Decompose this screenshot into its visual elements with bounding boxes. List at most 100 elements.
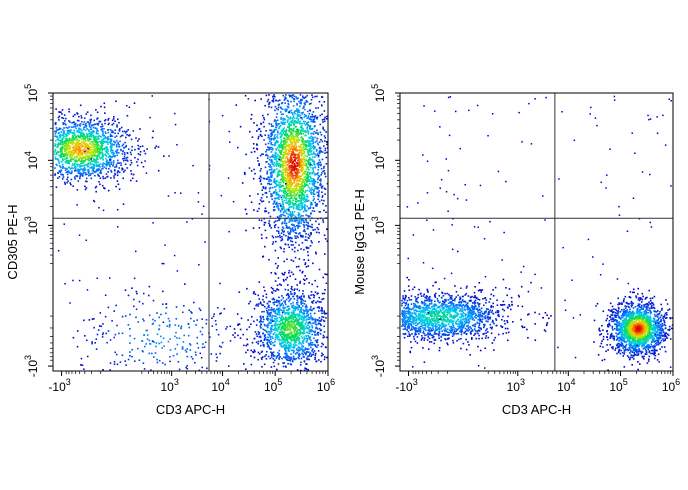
event-dot [265, 150, 267, 153]
event-dot [275, 159, 277, 161]
event-dot [74, 162, 76, 165]
event-dot [302, 95, 304, 98]
event-dot [278, 146, 281, 149]
event-dot [303, 283, 306, 285]
event-dot [81, 165, 83, 167]
event-dot [85, 150, 88, 153]
event-dot [318, 146, 321, 149]
event-dot [314, 156, 316, 158]
event-dot [298, 177, 301, 180]
event-dot [244, 173, 246, 175]
event-dot [292, 260, 295, 262]
event-dot [292, 176, 294, 179]
event-dot [299, 158, 302, 161]
event-dot [301, 219, 304, 222]
event-dot [298, 109, 300, 112]
event-dot [313, 121, 316, 123]
event-dot [312, 133, 315, 135]
event-dot [298, 129, 300, 131]
event-dot [281, 330, 283, 332]
event-dot [296, 128, 298, 131]
event-dot [283, 141, 285, 144]
event-dot [100, 156, 102, 159]
event-dot [87, 155, 89, 157]
event-dot [78, 159, 80, 161]
event-dot [294, 184, 297, 187]
event-dot [97, 168, 99, 171]
event-dot [297, 307, 300, 309]
event-dot [60, 111, 62, 113]
event-dot [324, 238, 327, 240]
event-dot [75, 159, 77, 161]
event-dot [297, 249, 299, 252]
event-dot [54, 148, 57, 151]
event-dot [84, 155, 87, 157]
event-dot [64, 147, 67, 150]
event-dot [122, 130, 124, 133]
event-dot [253, 356, 256, 359]
event-dot [292, 137, 295, 140]
event-dot [104, 177, 107, 179]
event-dot [268, 187, 271, 190]
event-dot [92, 150, 95, 152]
event-dot [315, 352, 317, 355]
event-dot [294, 155, 296, 157]
event-dot [320, 96, 323, 98]
event-dot [298, 289, 301, 292]
event-dot [67, 161, 69, 163]
event-dot [293, 185, 296, 188]
event-dot [301, 184, 303, 186]
event-dot [286, 184, 289, 186]
event-dot [287, 126, 289, 128]
event-dot [66, 178, 68, 181]
event-dot [83, 161, 85, 163]
event-dot [289, 124, 292, 126]
event-dot [321, 113, 323, 116]
event-dot [122, 203, 125, 205]
event-dot [292, 350, 295, 352]
event-dot [297, 214, 300, 216]
event-dot [294, 117, 296, 120]
event-dot [256, 303, 258, 306]
event-dot [314, 146, 316, 148]
event-dot [110, 147, 112, 150]
event-dot [298, 171, 301, 174]
event-dot [322, 121, 324, 123]
event-dot [286, 342, 288, 344]
event-dot [308, 182, 311, 185]
event-dot [314, 279, 316, 282]
event-dot [273, 158, 276, 161]
event-dot [284, 303, 287, 306]
event-dot [318, 152, 321, 155]
event-dot [305, 165, 307, 167]
event-dot [304, 230, 306, 233]
event-dot [125, 157, 127, 159]
event-dot [276, 220, 279, 222]
event-dot [296, 130, 298, 133]
event-dot [75, 135, 77, 138]
event-dot [308, 332, 311, 335]
event-dot [273, 200, 276, 202]
event-dot [274, 290, 277, 292]
event-dot [258, 207, 260, 210]
event-dot [85, 149, 88, 151]
event-dot [306, 180, 308, 183]
event-dot [61, 165, 64, 167]
event-dot [299, 132, 302, 134]
event-dot [302, 111, 305, 114]
event-dot [319, 131, 322, 134]
event-dot [315, 150, 318, 152]
event-dot [301, 174, 304, 176]
event-dot [87, 149, 90, 152]
event-dot [296, 108, 298, 110]
event-dot [107, 175, 109, 178]
event-dot [312, 111, 315, 113]
event-dot [66, 153, 68, 155]
event-dot [114, 150, 117, 153]
event-dot [295, 120, 298, 123]
event-dot [298, 189, 300, 191]
event-dot [311, 139, 314, 141]
event-dot [293, 190, 295, 193]
event-dot [275, 329, 278, 332]
event-dot [313, 115, 316, 118]
